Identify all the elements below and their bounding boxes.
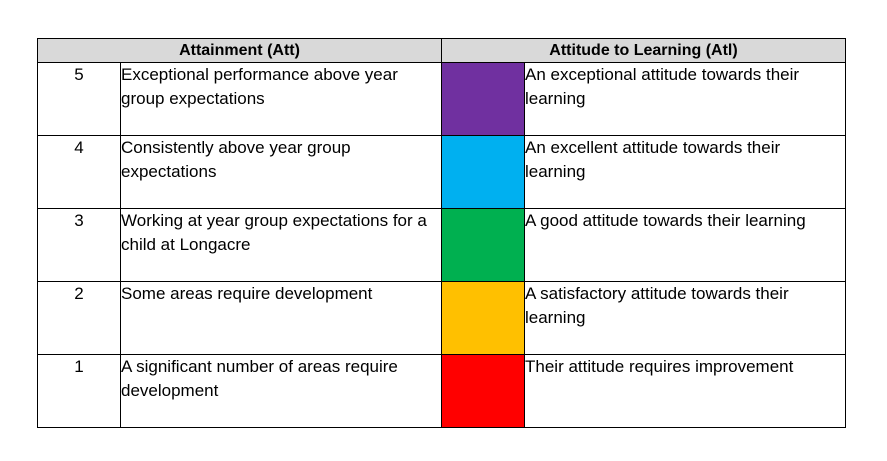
table-row: 4 Consistently above year group expectat…: [37, 135, 846, 209]
attainment-description: Some areas require development: [120, 281, 442, 355]
attainment-header: Attainment (Att): [37, 38, 442, 63]
attainment-score: 2: [37, 281, 121, 355]
attitude-description: An exceptional attitude towards their le…: [524, 62, 846, 136]
header-row: Attainment (Att) Attitude to Learning (A…: [37, 38, 846, 63]
attitude-description: An excellent attitude towards their lear…: [524, 135, 846, 209]
attainment-description: A significant number of areas require de…: [120, 354, 442, 428]
attainment-score: 3: [37, 208, 121, 282]
swatch-fill: [442, 355, 524, 427]
table-row: 2 Some areas require development A satis…: [37, 281, 846, 355]
attainment-score: 5: [37, 62, 121, 136]
attitude-description: A satisfactory attitude towards their le…: [524, 281, 846, 355]
table-row: 1 A significant number of areas require …: [37, 354, 846, 428]
table-row: 3 Working at year group expectations for…: [37, 208, 846, 282]
swatch-fill: [442, 209, 524, 281]
attainment-score: 1: [37, 354, 121, 428]
attainment-description: Consistently above year group expectatio…: [120, 135, 442, 209]
table-row: 5 Exceptional performance above year gro…: [37, 62, 846, 136]
attitude-color-swatch: [441, 281, 525, 355]
attitude-color-swatch: [441, 62, 525, 136]
attitude-description: Their attitude requires improvement: [524, 354, 846, 428]
attainment-score: 4: [37, 135, 121, 209]
attainment-description: Working at year group expectations for a…: [120, 208, 442, 282]
attitude-color-swatch: [441, 135, 525, 209]
attitude-header: Attitude to Learning (Atl): [441, 38, 846, 63]
swatch-fill: [442, 136, 524, 208]
attainment-description: Exceptional performance above year group…: [120, 62, 442, 136]
grading-key-table: Attainment (Att) Attitude to Learning (A…: [37, 38, 846, 428]
attitude-color-swatch: [441, 354, 525, 428]
attitude-description: A good attitude towards their learning: [524, 208, 846, 282]
swatch-fill: [442, 282, 524, 354]
attitude-color-swatch: [441, 208, 525, 282]
swatch-fill: [442, 63, 524, 135]
